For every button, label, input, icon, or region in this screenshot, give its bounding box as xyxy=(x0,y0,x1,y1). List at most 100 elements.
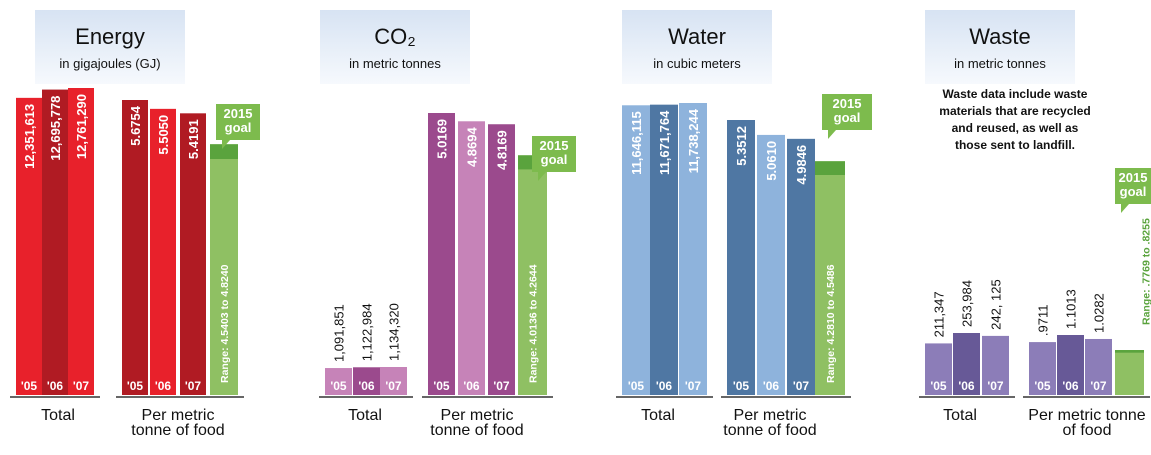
per-bar xyxy=(1085,338,1112,395)
per-value-label: 1.1013 xyxy=(1064,289,1079,329)
goal-range-label: Range: 4.0136 to 4.2644 xyxy=(528,264,540,383)
waste-chart: 211,347 '05 253,984 '06 242, 125 '07 .9711 '05 1… xyxy=(919,218,1151,398)
energy-title: Energy xyxy=(75,24,145,49)
per-tick-label: '06 xyxy=(763,379,780,393)
co2-subtitle: in metric tonnes xyxy=(349,56,441,71)
per-tick-label: '05 xyxy=(1034,379,1051,393)
per-bar xyxy=(122,100,148,395)
per-value-label: 4.9846 xyxy=(794,145,809,185)
goal-range-top xyxy=(1115,350,1144,353)
co2-goal-badge: 2015 goal xyxy=(532,136,576,181)
per-value-label: 5.5050 xyxy=(156,115,171,155)
total-tick-label: '06 xyxy=(958,379,975,393)
waste-panel: Waste in metric tonnes Waste data includ… xyxy=(905,0,1151,455)
co2-chart: 1,091,851 '05 1,122,984 '06 1,134,320 '07 5.01… xyxy=(319,113,553,398)
energy-header: Energy in gigajoules (GJ) xyxy=(35,10,185,84)
total-bar xyxy=(42,89,68,396)
total-tick-label: '07 xyxy=(987,379,1004,393)
goal-range-label: Range: .7769 to .8255 xyxy=(1141,218,1151,325)
total-value-label: 11,646,115 xyxy=(629,111,644,175)
per-value-label: 4.8169 xyxy=(495,130,510,170)
co2-panel: CO₂ in metric tonnes 1,091,851 '05 1,122,9… xyxy=(310,0,580,455)
energy-per-label: Per metric tonne of food xyxy=(131,407,225,439)
energy-total-label: Total xyxy=(41,407,75,424)
energy-subtitle: in gigajoules (GJ) xyxy=(59,56,161,71)
total-value-label: 211,347 xyxy=(932,291,947,337)
per-bar xyxy=(1029,342,1056,395)
goal-range-label: Range: 4.2810 to 4.5486 xyxy=(825,264,837,383)
goal-range-bar xyxy=(1115,350,1144,395)
goal-range-bar xyxy=(210,144,238,395)
per-bar xyxy=(1057,335,1084,395)
total-value-label: 12,761,290 xyxy=(74,94,89,159)
total-bar xyxy=(353,367,380,395)
per-tick-label: '07 xyxy=(793,379,810,393)
total-value-label: 253,984 xyxy=(960,280,975,327)
water-title: Water xyxy=(668,24,726,49)
energy-goal-badge: 2015 goal xyxy=(216,104,260,149)
per-value-label: 4.8694 xyxy=(465,127,480,168)
water-total-label: Total xyxy=(641,407,675,424)
total-tick-label: '05 xyxy=(21,379,38,393)
total-value-label: 1,091,851 xyxy=(332,304,347,362)
co2-total-label: Total xyxy=(348,407,382,424)
per-bar xyxy=(727,120,755,395)
goal-range-label: Range: 4.5403 to 4.8240 xyxy=(219,264,231,383)
water-goal-badge: 2015 goal xyxy=(822,94,872,139)
energy-chart: 12,351,613 '05 12,695,778 '06 12,761,290 '07 5… xyxy=(10,88,244,398)
per-tick-label: '05 xyxy=(433,379,450,393)
per-bar xyxy=(458,121,485,395)
per-value-label: 5.0169 xyxy=(435,119,450,159)
waste-subtitle: in metric tonnes xyxy=(954,56,1046,71)
per-value-label: 5.6754 xyxy=(128,105,143,146)
water-header: Water in cubic meters xyxy=(622,10,772,84)
per-tick-label: '05 xyxy=(127,379,144,393)
water-per-label: Per metric tonne of food xyxy=(723,407,817,439)
total-tick-label: '06 xyxy=(358,379,375,393)
energy-panel: Energy in gigajoules (GJ) 12,351,613'05 1… xyxy=(0,0,260,455)
per-bar xyxy=(180,113,206,395)
total-value-label: 242, 125 xyxy=(989,279,1004,330)
per-tick-label: '07 xyxy=(493,379,510,393)
per-tick-label: '07 xyxy=(1090,379,1107,393)
waste-title: Waste xyxy=(969,24,1031,49)
per-value-label: 5.0610 xyxy=(764,141,779,181)
per-bar xyxy=(757,134,785,395)
per-tick-label: '06 xyxy=(463,379,480,393)
waste-per-label: Per metric tonne of food xyxy=(1028,407,1146,439)
goal-range-top xyxy=(210,144,238,160)
total-bar xyxy=(622,105,650,395)
total-bar xyxy=(982,335,1009,395)
co2-per-label: Per metric tonne of food xyxy=(430,407,524,439)
total-bar xyxy=(16,97,42,395)
total-value-label: 12,695,778 xyxy=(48,96,63,161)
per-value-label: 5.3512 xyxy=(734,126,749,166)
per-bar xyxy=(150,108,176,395)
per-bar xyxy=(428,113,455,395)
total-bar xyxy=(68,88,94,395)
per-value-label: 1.0282 xyxy=(1092,293,1107,333)
per-tick-label: '07 xyxy=(185,379,202,393)
water-subtitle: in cubic meters xyxy=(653,56,741,71)
per-tick-label: '05 xyxy=(733,379,750,393)
total-value-label: 11,738,244 xyxy=(686,108,701,173)
total-tick-label: '05 xyxy=(628,379,645,393)
total-value-label: 1,134,320 xyxy=(387,303,402,361)
total-value-label: 11,671,764 xyxy=(657,110,672,175)
total-tick-label: '05 xyxy=(930,379,947,393)
goal-range-bar xyxy=(518,155,547,395)
goal-range-top xyxy=(815,161,845,175)
per-value-label: 5.4191 xyxy=(186,119,201,159)
per-bar xyxy=(787,138,815,395)
total-tick-label: '07 xyxy=(73,379,90,393)
total-tick-label: '06 xyxy=(656,379,673,393)
total-bar xyxy=(953,333,980,395)
total-bar xyxy=(679,103,707,395)
goal-range-bar xyxy=(815,161,845,395)
per-bar xyxy=(488,124,515,395)
per-tick-label: '06 xyxy=(1062,379,1079,393)
total-bar xyxy=(380,367,407,395)
co2-header: CO₂ in metric tonnes xyxy=(320,10,470,84)
total-bar xyxy=(325,368,352,395)
per-tick-label: '06 xyxy=(155,379,172,393)
